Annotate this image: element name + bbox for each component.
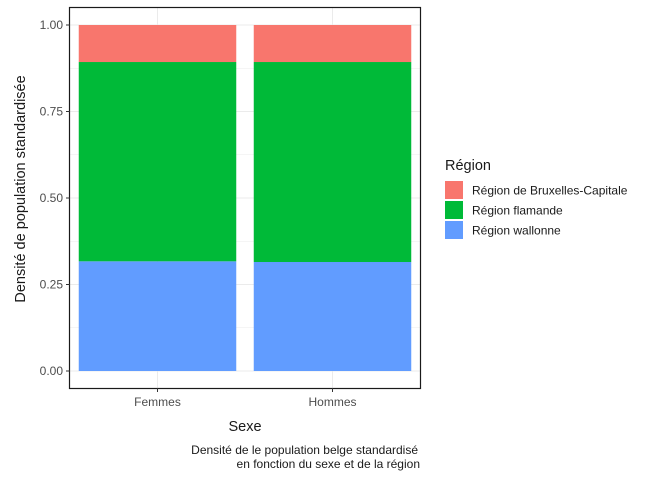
legend-label: Région flamande (472, 204, 563, 218)
bar-segment (253, 262, 412, 371)
y-axis-title: Densité de population standardisée (13, 75, 29, 302)
bar-segment (78, 25, 237, 63)
legend: Région Région de Bruxelles-Capitale Régio… (445, 158, 628, 239)
x-tick-label: Femmes (134, 395, 181, 409)
x-axis-title: Sexe (228, 419, 261, 435)
bar-segment (78, 261, 237, 371)
bars (78, 25, 412, 371)
y-tick-label: 0.00 (40, 364, 64, 378)
bar-segment (253, 25, 412, 63)
x-tick-label: Hommes (308, 395, 356, 409)
legend-key (445, 221, 463, 239)
legend-key (445, 181, 463, 199)
legend-label: Région de Bruxelles-Capitale (472, 184, 628, 198)
y-tick-label: 0.50 (40, 191, 64, 205)
y-tick-label: 1.00 (40, 18, 64, 32)
legend-label: Région wallonne (472, 224, 561, 238)
x-axis: Femmes Hommes (134, 388, 357, 409)
bar-segment (253, 62, 412, 263)
legend-title: Région (445, 158, 491, 174)
y-tick-label: 0.75 (40, 105, 64, 119)
y-axis: 0.00 0.25 0.50 0.75 1.00 (40, 18, 70, 378)
legend-key (445, 201, 463, 219)
caption-line-2: en fonction du sexe et de la région (237, 457, 420, 471)
bar-segment (78, 62, 237, 262)
caption-line-1: Densité de le population belge standardi… (191, 443, 418, 457)
y-tick-label: 0.25 (40, 278, 64, 292)
